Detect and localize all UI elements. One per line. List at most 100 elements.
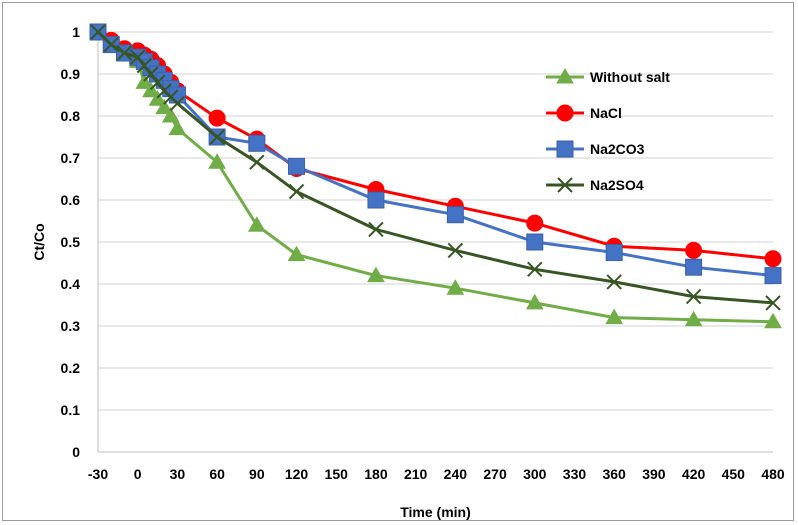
legend-item: Na2CO3 [546, 140, 645, 158]
data-point [168, 119, 187, 136]
data-point-stroke [249, 154, 265, 170]
data-point-stroke [129, 49, 146, 65]
data-point [116, 45, 133, 61]
data-point [287, 245, 306, 262]
data-point [368, 221, 384, 238]
data-point [557, 177, 573, 193]
y-tick-label: 0.6 [61, 192, 81, 208]
x-tick-label: 120 [285, 466, 309, 482]
data-point [288, 157, 306, 175]
data-point [249, 154, 265, 170]
data-point [208, 153, 226, 169]
legend-item: NaCl [546, 104, 622, 122]
data-point [446, 279, 465, 295]
series-line [96, 30, 774, 324]
x-tick-label: 420 [682, 466, 706, 482]
data-point [208, 109, 226, 127]
y-tick-label: 0.7 [61, 150, 81, 166]
legend: Without salt NaCl Na2CO3 Na2SO4 [546, 67, 670, 193]
data-point [525, 293, 544, 310]
data-point [526, 233, 544, 251]
data-point [148, 90, 167, 106]
data-point [606, 274, 622, 290]
data-point-stroke [368, 221, 384, 238]
data-point [247, 216, 266, 232]
data-point-stroke [685, 288, 702, 305]
series-line [96, 30, 774, 278]
legend-item: Without salt [546, 67, 670, 85]
data-point [685, 288, 702, 305]
x-tick-label: 0 [134, 466, 142, 482]
data-point [605, 308, 624, 325]
data-point-stroke [136, 57, 153, 74]
x-tick-label: 330 [563, 466, 587, 482]
data-point [764, 250, 782, 268]
x-axis-label: Time (min) [400, 504, 471, 520]
data-point-stroke [143, 66, 159, 82]
data-point-stroke [149, 74, 166, 91]
data-point-stroke [169, 95, 186, 112]
data-point [556, 104, 574, 122]
data-point [136, 57, 153, 74]
data-point [556, 67, 574, 84]
grid-lines [98, 31, 773, 453]
y-tick-label: 0.8 [61, 108, 81, 124]
data-point [605, 244, 623, 261]
y-tick-label: 1 [72, 24, 80, 40]
x-tick-label: 300 [523, 466, 547, 482]
data-point-stroke [288, 183, 305, 200]
data-point-stroke [116, 45, 133, 61]
data-point-stroke [606, 274, 622, 290]
data-point [764, 267, 782, 285]
data-point [288, 183, 305, 200]
data-point [149, 74, 166, 91]
y-tick-label: 0 [72, 444, 80, 460]
data-point [447, 242, 464, 259]
x-tick-label: 180 [364, 466, 388, 482]
x-tick-label: 90 [249, 466, 265, 482]
data-point [161, 106, 180, 123]
data-point [129, 49, 146, 65]
data-point-stroke [527, 261, 543, 278]
x-tick-label: 450 [722, 466, 746, 482]
y-tick-label: 0.4 [61, 276, 81, 292]
x-tick-label: 30 [170, 466, 186, 482]
data-point [556, 140, 574, 158]
data-point [685, 241, 703, 259]
x-tick-label: 210 [404, 466, 428, 482]
data-point [169, 95, 186, 112]
series-without-salt [89, 22, 782, 329]
data-point [209, 129, 225, 145]
data-point [446, 206, 464, 224]
data-point [685, 258, 703, 276]
data-point [527, 261, 543, 278]
y-tick-label: 0.9 [61, 66, 81, 82]
data-point [367, 266, 385, 283]
data-point-stroke [209, 129, 225, 145]
data-point [135, 73, 154, 89]
x-tick-label: 390 [642, 466, 666, 482]
axes: 0 0.1 0.2 0.3 0.4 0.5 0.6 0.7 0.8 0.9 1 -30 0 30 60 90 1… [61, 24, 785, 482]
data-point [103, 36, 119, 53]
data-point [248, 134, 266, 152]
data-point [684, 310, 703, 327]
x-tick-label: 60 [209, 466, 225, 482]
data-point-stroke [103, 36, 119, 53]
x-tick-label: 360 [602, 466, 626, 482]
data-point [155, 98, 174, 115]
series-layer [89, 22, 782, 329]
y-axis-label: Ct/Co [31, 223, 47, 260]
x-tick-label: 270 [483, 466, 507, 482]
legend-label: NaCl [590, 105, 622, 121]
y-tick-label: 0.1 [61, 402, 81, 418]
data-point-stroke [557, 177, 573, 193]
y-tick-label: 0.5 [61, 234, 81, 250]
x-tick-label: -30 [88, 466, 108, 482]
x-tick-label: 480 [761, 466, 785, 482]
x-tick-label: 150 [325, 466, 349, 482]
data-point [143, 66, 159, 82]
data-point-stroke [765, 295, 781, 311]
data-point [526, 214, 544, 232]
y-tick-label: 0.2 [61, 360, 81, 376]
legend-label: Without salt [590, 69, 670, 85]
